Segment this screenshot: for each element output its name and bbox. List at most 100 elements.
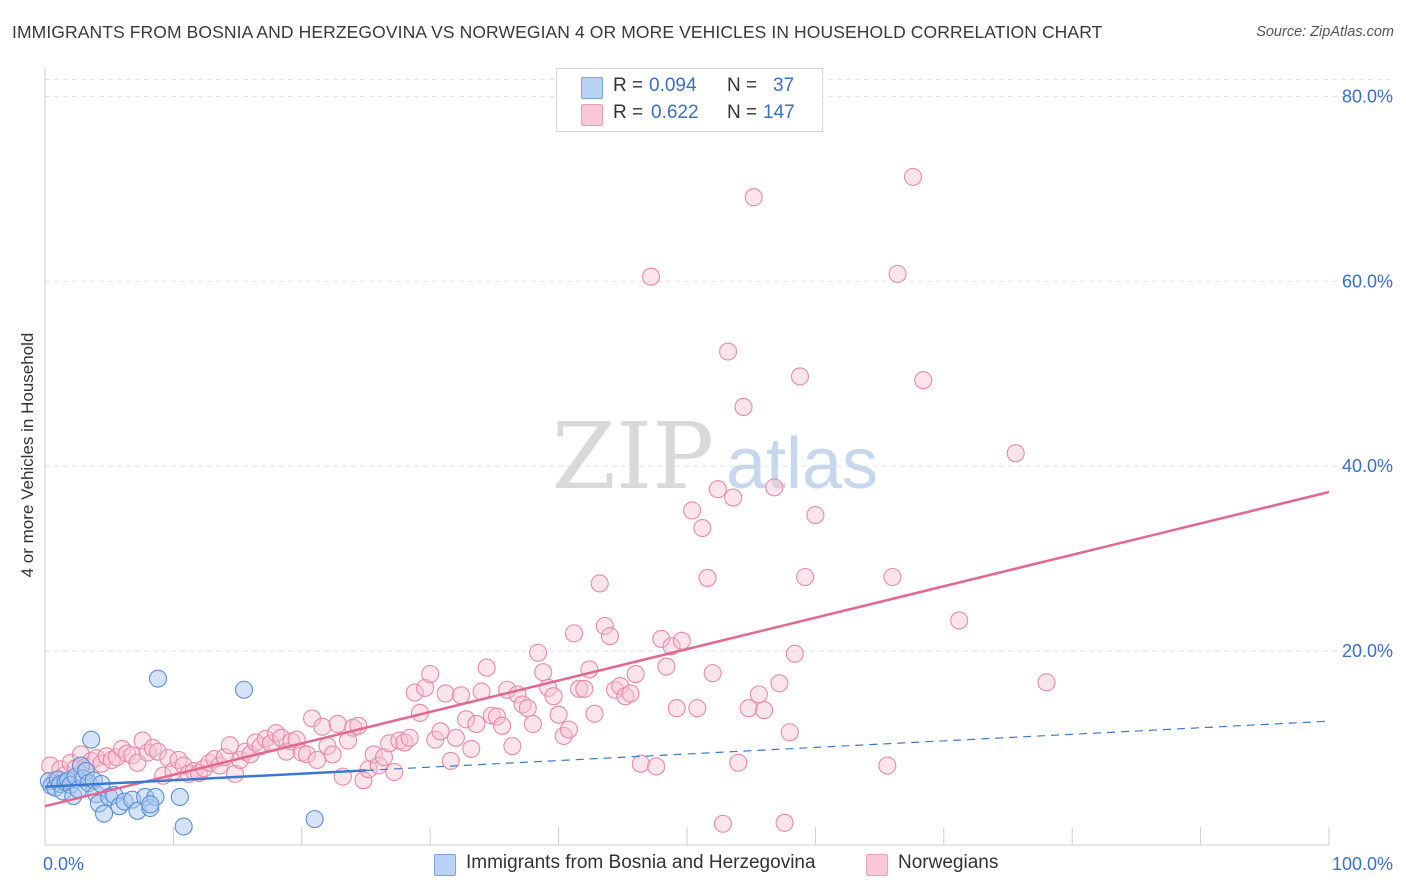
y-tick-label: 60.0%: [1342, 271, 1393, 291]
data-point-norwegians: [708, 480, 727, 499]
data-point-norwegians: [559, 720, 578, 739]
data-point-norwegians: [641, 267, 661, 286]
data-point-norwegians: [102, 750, 121, 770]
bottom-legend-label: Immigrants from Bosnia and Herzegovina: [466, 852, 816, 873]
data-point-norwegians: [888, 264, 907, 283]
data-point-norwegians: [647, 757, 666, 776]
data-point-norwegians: [616, 687, 635, 706]
data-point-bosnia: [305, 810, 324, 829]
data-point-norwegians: [477, 658, 496, 677]
y-tick-label: 80.0%: [1342, 86, 1393, 106]
data-point-norwegians: [323, 745, 342, 764]
data-point-norwegians: [595, 616, 614, 636]
data-point-bosnia: [170, 787, 189, 806]
data-point-norwegians: [585, 704, 604, 723]
trend-line-bosnia: [44, 769, 367, 789]
x-tick-label: 0.0%: [43, 854, 84, 874]
bottom-swatch-pink: [866, 854, 888, 876]
data-point-norwegians: [611, 677, 630, 696]
legend-n-label: N =: [727, 75, 758, 96]
data-point-norwegians: [903, 167, 923, 186]
data-point-norwegians: [713, 814, 733, 833]
data-point-norwegians: [878, 756, 897, 775]
data-point-norwegians: [739, 699, 758, 718]
data-point-norwegians: [600, 627, 620, 646]
legend-n-label: N =: [727, 102, 758, 123]
data-point-norwegians: [790, 367, 810, 386]
legend-swatch-pink: [581, 104, 603, 126]
legend-r-value: 0.094: [649, 75, 697, 96]
data-point-norwegians: [564, 624, 584, 643]
legend-n-value: 37: [773, 75, 795, 96]
data-point-norwegians: [436, 684, 455, 703]
data-point-norwegians: [405, 683, 424, 702]
data-point-bosnia: [234, 680, 254, 699]
data-point-norwegians: [667, 699, 686, 718]
data-point-norwegians: [328, 714, 347, 733]
data-point-bosnia: [95, 804, 114, 823]
data-point-norwegians: [719, 342, 738, 361]
data-point-norwegians: [416, 678, 435, 697]
data-point-norwegians: [744, 188, 763, 207]
data-point-norwegians: [575, 679, 594, 698]
data-point-norwegians: [883, 567, 902, 587]
legend-r-label: R =: [613, 102, 644, 123]
data-point-norwegians: [590, 574, 609, 593]
data-point-norwegians: [529, 643, 548, 662]
watermark-zip: ZIP: [552, 403, 714, 510]
stats-legend: R = 0.094 N = 37 R = 0.622 N = 147: [556, 68, 823, 132]
data-point-norwegians: [400, 728, 419, 747]
data-point-norwegians: [354, 771, 373, 790]
data-point-norwegians: [313, 717, 332, 736]
data-point-norwegians: [534, 663, 553, 682]
bottom-swatch-blue: [434, 854, 456, 876]
axes: [44, 68, 1330, 846]
data-point-norwegians: [1006, 444, 1025, 463]
data-point-norwegians: [487, 707, 507, 726]
data-point-norwegians: [441, 751, 460, 770]
data-point-norwegians: [220, 736, 239, 755]
data-point-norwegians: [457, 710, 476, 729]
data-point-norwegians: [914, 371, 933, 390]
data-point-norwegians: [451, 686, 471, 705]
gridlines: [45, 78, 1392, 652]
data-point-norwegians: [734, 397, 753, 417]
data-point-norwegians: [749, 685, 768, 704]
data-point-norwegians: [724, 488, 743, 507]
legend-r-label: R =: [613, 75, 644, 96]
data-point-norwegians: [421, 664, 440, 684]
data-point-norwegians: [631, 754, 650, 773]
data-point-norwegians: [503, 737, 522, 756]
data-point-norwegians: [693, 518, 712, 538]
trend-line-norwegians: [44, 490, 1330, 808]
data-point-norwegians: [133, 731, 152, 750]
data-point-norwegians: [626, 664, 645, 684]
data-point-norwegians: [523, 714, 542, 733]
data-point-norwegians: [780, 723, 799, 742]
data-point-norwegians: [765, 478, 784, 497]
data-point-norwegians: [950, 611, 969, 630]
y-axis-label: 4 or more Vehicles in Household: [18, 332, 37, 578]
data-point-norwegians: [169, 750, 188, 770]
legend-n-value: 147: [763, 102, 795, 123]
data-point-norwegians: [703, 664, 722, 683]
data-point-norwegians: [364, 745, 383, 764]
data-point-norwegians: [544, 687, 563, 706]
data-point-norwegians: [1037, 673, 1056, 692]
chart-title: IMMIGRANTS FROM BOSNIA AND HERZEGOVINA V…: [12, 22, 1103, 42]
data-point-norwegians: [385, 762, 404, 782]
y-tick-label: 40.0%: [1342, 456, 1393, 476]
data-point-norwegians: [672, 631, 691, 650]
data-point-norwegians: [467, 714, 486, 733]
series-norwegians: [41, 167, 1056, 833]
data-point-norwegians: [657, 657, 676, 676]
data-point-norwegians: [621, 684, 640, 703]
data-point-norwegians: [785, 644, 804, 663]
y-tick-label: 20.0%: [1342, 641, 1393, 661]
data-point-norwegians: [493, 716, 512, 735]
data-point-norwegians: [775, 813, 794, 832]
data-point-norwegians: [518, 699, 537, 718]
bottom-legend-label: Norwegians: [898, 852, 999, 873]
watermark: ZIP atlas: [552, 403, 878, 510]
